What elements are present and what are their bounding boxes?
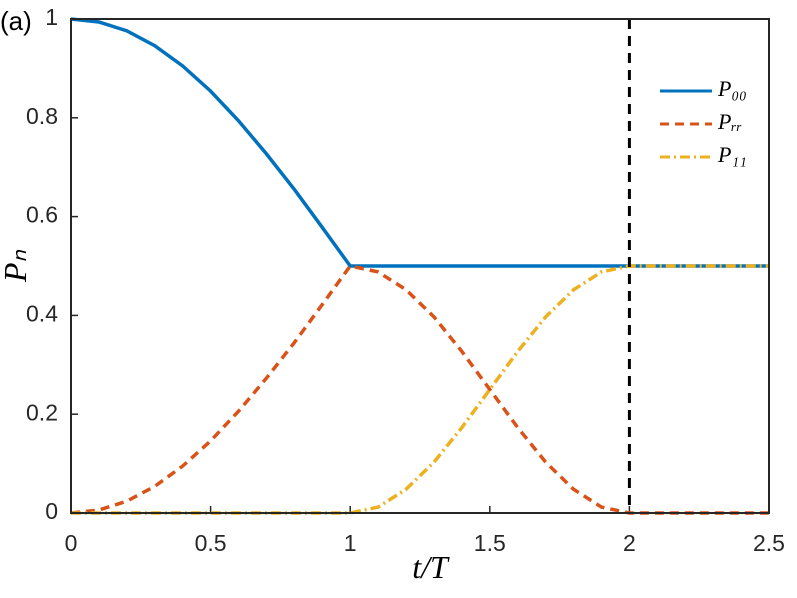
panel-label: (a) <box>0 6 32 36</box>
y-tick-label: 0.6 <box>26 202 58 228</box>
x-tick-label: 2 <box>623 530 636 556</box>
line <box>71 264 769 515</box>
y-tick-label: 1 <box>45 4 58 30</box>
x-axis-label: t/T <box>412 549 450 585</box>
plot-frame <box>70 18 770 514</box>
x-tick-label: 0 <box>65 530 78 556</box>
legend-label: Pᵣᵣ <box>717 109 742 134</box>
y-axis-label: Pₙ <box>0 249 33 284</box>
legend-label: P₀₀ <box>717 76 747 101</box>
y-tick-label: 0 <box>45 498 58 524</box>
x-tick-label: 0.5 <box>195 530 227 556</box>
x-tick-label: 2.5 <box>753 530 785 556</box>
y-tick-label: 0.4 <box>26 300 58 326</box>
y-tick-label: 0.2 <box>26 399 58 425</box>
line <box>70 264 769 515</box>
x-tick-label: 1.5 <box>474 530 506 556</box>
x-tick-label: 1 <box>344 530 357 556</box>
y-tick-label: 0.8 <box>26 103 58 129</box>
legend-label: P₁₁ <box>717 142 747 167</box>
